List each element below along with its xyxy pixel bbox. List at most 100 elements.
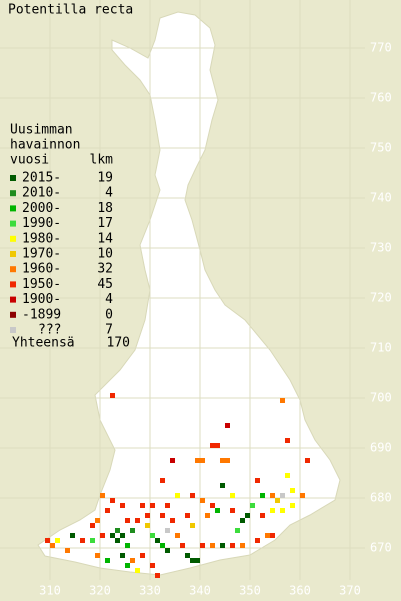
record-square — [285, 438, 290, 443]
y-tick-label: 720 — [370, 291, 392, 305]
legend-swatch — [10, 190, 16, 197]
map-title: Potentilla recta — [8, 3, 133, 18]
record-square — [150, 503, 155, 508]
legend-label: 1960- — [22, 262, 61, 277]
record-square — [45, 538, 50, 543]
record-square — [165, 503, 170, 508]
legend-count: 0 — [105, 307, 113, 322]
record-square — [110, 533, 115, 538]
record-square — [185, 513, 190, 518]
x-tick-label: 370 — [339, 584, 361, 598]
record-square — [165, 548, 170, 553]
record-square — [200, 458, 205, 463]
legend-label: 1980- — [22, 231, 61, 246]
record-square — [255, 538, 260, 543]
record-square — [70, 533, 75, 538]
record-square — [220, 543, 225, 548]
x-tick-label: 340 — [189, 584, 211, 598]
record-square — [225, 423, 230, 428]
y-tick-label: 670 — [370, 541, 392, 555]
record-square — [230, 493, 235, 498]
record-square — [125, 543, 130, 548]
x-tick-label: 320 — [89, 584, 111, 598]
record-square — [240, 543, 245, 548]
record-square — [290, 488, 295, 493]
record-square — [140, 553, 145, 558]
record-square — [290, 503, 295, 508]
legend-swatch — [10, 175, 16, 181]
record-square — [270, 508, 275, 513]
record-square — [220, 458, 225, 463]
record-square — [195, 458, 200, 463]
record-square — [100, 533, 105, 538]
record-square — [120, 553, 125, 558]
y-tick-label: 710 — [370, 341, 392, 355]
record-square — [160, 478, 165, 483]
record-square — [95, 553, 100, 558]
legend-swatch — [10, 311, 16, 318]
record-square — [160, 543, 165, 548]
record-square — [50, 543, 55, 548]
record-square — [260, 493, 265, 498]
record-square — [55, 538, 60, 543]
record-square — [200, 543, 205, 548]
legend-swatch — [10, 281, 16, 288]
record-square — [190, 493, 195, 498]
record-square — [280, 398, 285, 403]
record-square — [270, 533, 275, 538]
legend-count: 32 — [97, 262, 113, 277]
record-square — [205, 513, 210, 518]
record-square — [270, 493, 275, 498]
y-tick-label: 760 — [370, 91, 392, 105]
record-square — [115, 528, 120, 533]
record-square — [240, 518, 245, 523]
legend-swatch — [10, 327, 16, 333]
record-square — [230, 508, 235, 513]
record-square — [250, 503, 255, 508]
y-tick-label: 690 — [370, 441, 392, 455]
record-square — [140, 503, 145, 508]
record-square — [115, 538, 120, 543]
record-square — [90, 538, 95, 543]
record-square — [105, 558, 110, 563]
legend-count: 45 — [97, 277, 113, 292]
record-square — [160, 513, 165, 518]
record-square — [155, 573, 160, 578]
y-tick-label: 770 — [370, 41, 392, 55]
record-square — [210, 503, 215, 508]
legend-header: Uusimman — [10, 123, 73, 138]
legend-count: 7 — [105, 323, 113, 338]
record-square — [235, 528, 240, 533]
record-square — [130, 528, 135, 533]
record-square — [280, 493, 285, 498]
legend-swatch — [10, 296, 16, 303]
total-count: 170 — [107, 336, 130, 351]
legend-count: 14 — [97, 231, 113, 246]
record-square — [90, 523, 95, 528]
legend-count: 18 — [97, 201, 113, 216]
record-square — [120, 533, 125, 538]
record-square — [175, 533, 180, 538]
legend-header: havainnon — [10, 138, 80, 153]
record-square — [225, 458, 230, 463]
record-square — [195, 558, 200, 563]
x-tick-label: 310 — [39, 584, 61, 598]
legend-count: 4 — [105, 292, 113, 307]
record-square — [215, 443, 220, 448]
legend-count-header: lkm — [90, 153, 114, 168]
record-square — [80, 538, 85, 543]
record-square — [105, 508, 110, 513]
record-square — [230, 543, 235, 548]
x-tick-label: 350 — [239, 584, 261, 598]
record-square — [305, 458, 310, 463]
legend-count: 4 — [105, 186, 113, 201]
legend-count: 17 — [97, 216, 113, 231]
y-tick-label: 730 — [370, 241, 392, 255]
record-square — [165, 528, 170, 533]
record-square — [125, 563, 130, 568]
record-square — [125, 518, 130, 523]
y-tick-label: 750 — [370, 141, 392, 155]
legend-label: 2000- — [22, 201, 61, 216]
record-square — [145, 523, 150, 528]
legend-swatch — [10, 205, 16, 212]
